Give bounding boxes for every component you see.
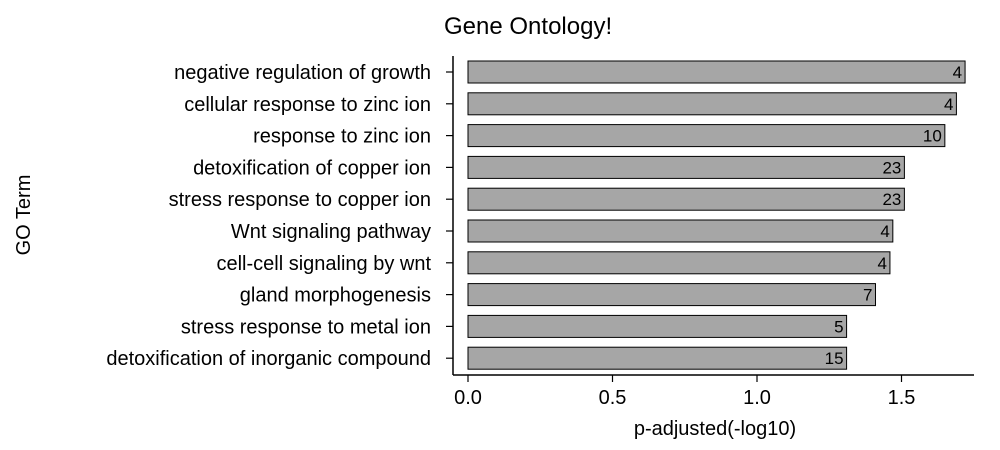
bar [467,219,894,243]
bar [467,251,891,275]
bar-count-label: 15 [825,349,844,368]
bar [467,60,966,84]
bar [467,346,848,370]
bar-count-label: 23 [882,190,901,209]
bar-count-label: 4 [944,95,953,114]
category-labels: negative regulation of growth cellular re… [106,62,431,370]
bar [467,124,946,148]
category-label: cellular response to zinc ion [184,94,431,116]
bar-count-label: 4 [953,63,962,82]
x-ticks: 0.0 0.5 1.0 1.5 [454,375,915,409]
bar [467,155,905,179]
category-label: negative regulation of growth [174,62,431,84]
bar-count-label: 23 [882,158,901,177]
bar-count-label: 10 [923,127,942,146]
category-label: stress response to metal ion [181,316,431,338]
category-label: Wnt signaling pathway [231,221,431,243]
bar-count-label: 4 [877,254,886,273]
x-tick-label: 1.0 [743,387,771,409]
bar-count-label: 5 [834,317,843,336]
x-tick-label: 0.0 [454,387,482,409]
bar [467,314,848,338]
category-label: response to zinc ion [253,126,431,148]
category-label: detoxification of inorganic compound [106,348,431,370]
bar [467,187,905,211]
x-tick-label: 1.5 [888,387,916,409]
category-label: cell-cell signaling by wnt [216,253,431,275]
bar-count-label: 7 [863,286,872,305]
x-tick-label: 0.5 [599,387,627,409]
category-label: gland morphogenesis [240,285,431,307]
category-label: stress response to copper ion [169,189,431,211]
y-tick-marks [446,71,453,359]
y-axis-label: GO Term [13,175,35,256]
bar [467,283,876,307]
category-label: detoxification of copper ion [193,157,431,179]
bar [467,92,957,116]
bars [467,60,966,370]
x-axis-label: p-adjusted(-log10) [634,418,796,440]
bar-count-label: 4 [880,222,889,241]
chart-title: Gene Ontology! [444,13,612,40]
